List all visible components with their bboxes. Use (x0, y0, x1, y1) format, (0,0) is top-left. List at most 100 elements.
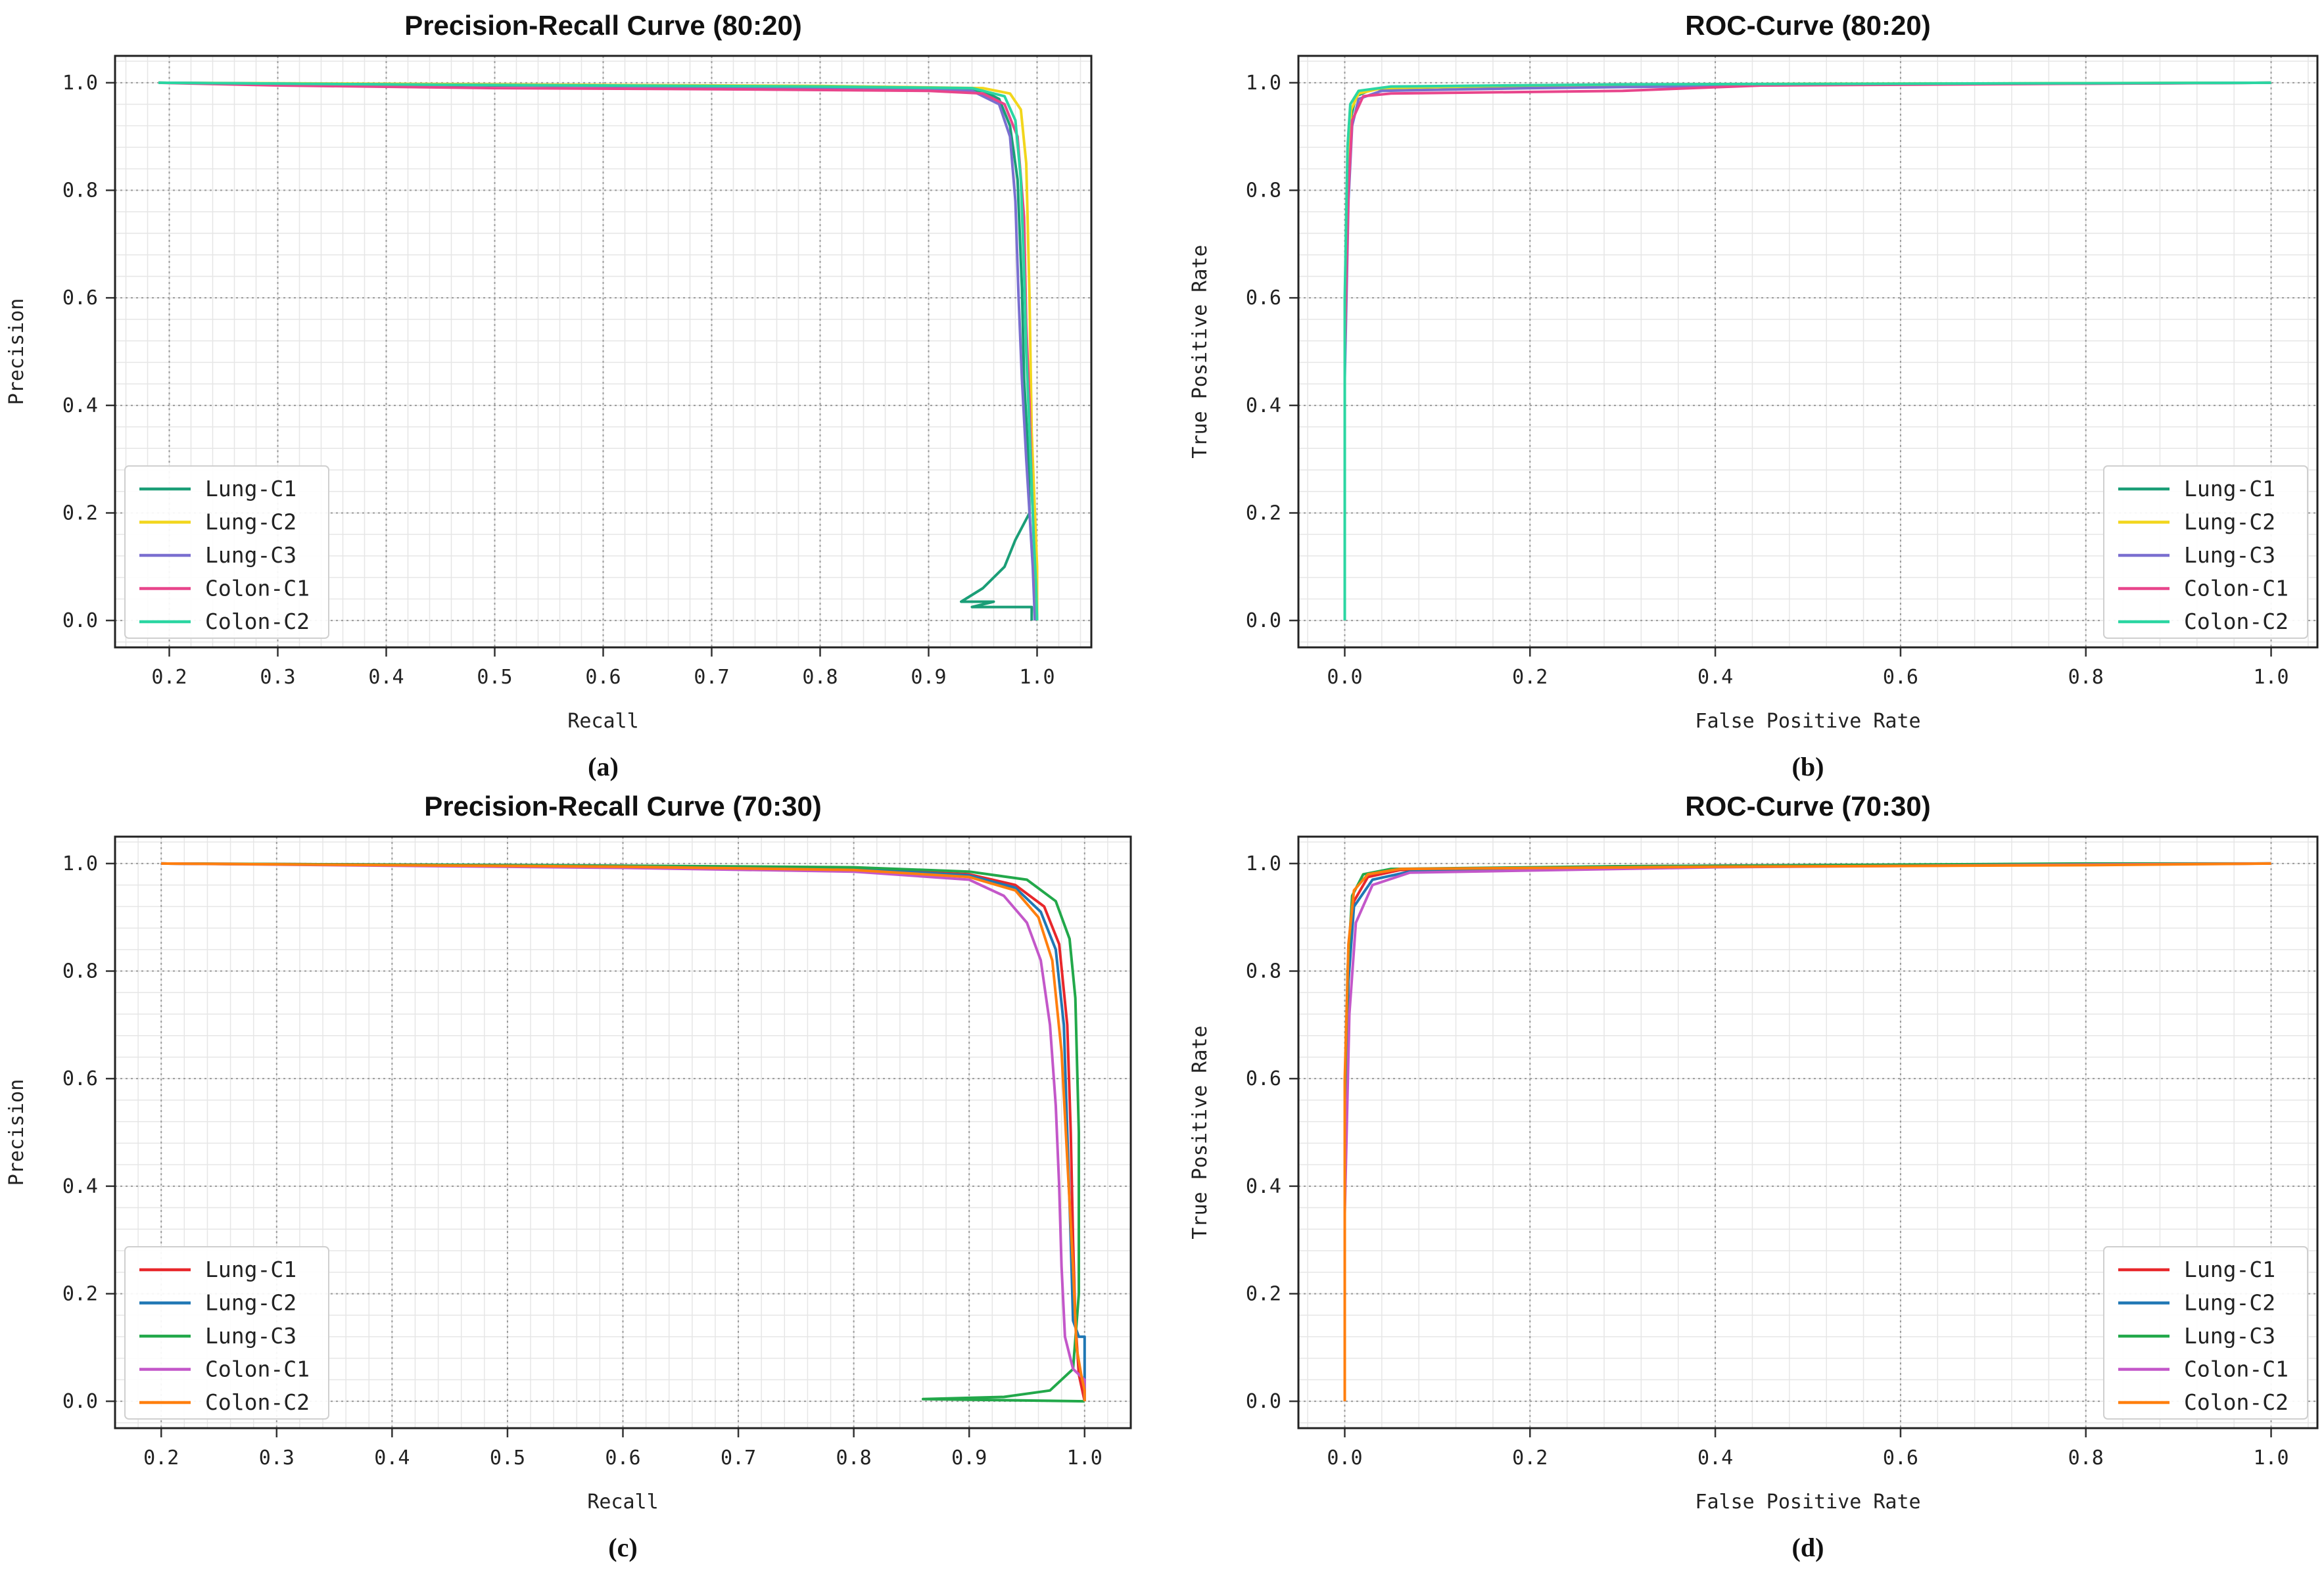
series-line-colon-c2 (158, 81, 1039, 621)
legend-label: Lung-C2 (205, 1290, 296, 1316)
panel-caption: (b) (1792, 752, 1824, 781)
x-tick-label: 0.9 (911, 666, 946, 689)
panel-caption: (a) (588, 752, 619, 781)
chart-title: ROC-Curve (80:20) (1685, 10, 1930, 41)
x-axis-label: False Positive Rate (1695, 710, 1920, 733)
y-tick-label: 1.0 (1246, 72, 1281, 95)
series-line-colon-c2 (1343, 862, 2271, 1402)
y-tick-label: 0.6 (62, 1067, 98, 1090)
legend-label: Lung-C3 (205, 542, 296, 568)
legend-label: Lung-C1 (2184, 476, 2275, 501)
chart-title: ROC-Curve (70:30) (1685, 791, 1930, 822)
plot-frame (114, 835, 1132, 1429)
series-line-colon-c2 (1343, 81, 2271, 621)
legend-label: Lung-C1 (205, 1257, 296, 1282)
legend-label: Lung-C3 (205, 1323, 296, 1349)
y-axis-label: True Positive Rate (1189, 1025, 1212, 1239)
legend-box (2103, 465, 2308, 639)
y-tick-label: 0.6 (62, 287, 98, 310)
y-tick-label: 1.0 (1246, 852, 1281, 875)
x-tick-label: 0.4 (368, 666, 404, 689)
x-tick-label: 0.4 (374, 1447, 410, 1470)
legend-label: Lung-C3 (2184, 1323, 2275, 1349)
y-tick-label: 0.2 (62, 1282, 98, 1305)
y-axis-label: Precision (5, 298, 28, 406)
y-tick-label: 0.4 (1246, 1175, 1281, 1198)
x-tick-label: 0.8 (802, 666, 838, 689)
y-tick-label: 0.2 (1246, 501, 1281, 524)
y-axis-label: True Positive Rate (1189, 244, 1212, 458)
x-tick-label: 0.2 (1512, 666, 1548, 689)
x-tick-label: 0.4 (1697, 1447, 1733, 1470)
legend-label: Lung-C2 (205, 509, 296, 535)
plot-frame (1297, 835, 2319, 1429)
y-tick-label: 0.4 (62, 1175, 98, 1198)
legend-label: Colon-C1 (2184, 576, 2288, 601)
y-tick-label: 0.8 (62, 960, 98, 983)
legend-label: Colon-C2 (205, 609, 310, 634)
y-tick-label: 0.0 (62, 1390, 98, 1413)
x-tick-label: 0.8 (836, 1447, 872, 1470)
x-tick-label: 0.6 (1883, 666, 1918, 689)
y-tick-label: 1.0 (62, 72, 98, 95)
legend-label: Lung-C3 (2184, 542, 2275, 568)
legend-label: Lung-C2 (2184, 1290, 2275, 1316)
x-tick-label: 1.0 (2253, 1447, 2288, 1470)
x-axis-label: False Positive Rate (1695, 1491, 1920, 1514)
plot-frame (1297, 55, 2319, 649)
x-tick-label: 0.7 (721, 1447, 756, 1470)
x-tick-label: 0.2 (151, 666, 187, 689)
series-line-colon-c2 (161, 862, 1086, 1402)
x-tick-label: 0.6 (605, 1447, 640, 1470)
panel-a: 0.2 0.3 0.4 0.5 0.6 0.7 0.8 0.9 1.0 0.0 0.2 0.4 0.6 0… (5, 10, 1093, 781)
legend-label: Colon-C2 (2184, 609, 2288, 634)
x-tick-label: 0.0 (1327, 1447, 1362, 1470)
panel-caption: (c) (608, 1533, 637, 1562)
y-tick-label: 0.8 (1246, 960, 1281, 983)
x-tick-label: 0.8 (2068, 1447, 2104, 1470)
y-tick-label: 0.6 (1246, 1067, 1281, 1090)
panel-d: 0.0 0.2 0.4 0.6 0.8 1.0 0.0 0.2 0.4 0.6 0.8 1.0 ROC-… (1189, 791, 2319, 1562)
y-tick-label: 0.4 (1246, 394, 1281, 417)
y-tick-label: 0.0 (62, 609, 98, 632)
legend: Lung-C1 Lung-C2 Lung-C3 Colon-C1 Colon-C2 (124, 465, 329, 639)
y-tick-label: 0.6 (1246, 287, 1281, 310)
legend: Lung-C1 Lung-C2 Lung-C3 Colon-C1 Colon-C2 (2103, 1246, 2308, 1420)
x-tick-label: 1.0 (1019, 666, 1055, 689)
x-tick-label: 1.0 (2253, 666, 2288, 689)
y-tick-label: 0.2 (62, 501, 98, 524)
y-tick-label: 0.0 (1246, 609, 1281, 632)
x-tick-label: 0.3 (260, 666, 295, 689)
x-tick-label: 0.6 (585, 666, 621, 689)
x-tick-label: 0.7 (694, 666, 729, 689)
x-tick-label: 1.0 (1067, 1447, 1103, 1470)
x-tick-label: 0.8 (2068, 666, 2104, 689)
legend-label: Lung-C1 (2184, 1257, 2275, 1282)
x-tick-label: 0.3 (259, 1447, 295, 1470)
y-tick-label: 0.2 (1246, 1282, 1281, 1305)
x-tick-label: 0.5 (477, 666, 512, 689)
panel-b: 0.0 0.2 0.4 0.6 0.8 1.0 0.0 0.2 0.4 0.6 0.8 1.0 ROC-… (1189, 10, 2319, 781)
legend-label: Lung-C1 (205, 476, 296, 501)
legend-label: Colon-C2 (2184, 1389, 2288, 1415)
panel-caption: (d) (1792, 1533, 1824, 1562)
x-axis-label: Recall (567, 710, 638, 733)
panel-c: 0.2 0.3 0.4 0.5 0.6 0.7 0.8 0.9 1.0 0.0 0.2 0.4 0.6 0… (5, 791, 1132, 1562)
series-line-lung-c3 (161, 862, 1085, 1403)
y-tick-label: 0.8 (1246, 179, 1281, 202)
x-tick-label: 0.9 (951, 1447, 987, 1470)
legend-label: Lung-C2 (2184, 509, 2275, 535)
legend-label: Colon-C2 (205, 1389, 310, 1415)
legend-label: Colon-C1 (205, 576, 310, 601)
x-axis-label: Recall (587, 1491, 658, 1514)
y-tick-label: 0.4 (62, 394, 98, 417)
x-tick-label: 0.4 (1697, 666, 1733, 689)
legend: Lung-C1 Lung-C2 Lung-C3 Colon-C1 Colon-C2 (124, 1246, 329, 1420)
x-tick-label: 0.6 (1883, 1447, 1918, 1470)
plot-frame (114, 55, 1093, 649)
y-tick-label: 1.0 (62, 852, 98, 875)
legend-label: Colon-C1 (205, 1357, 310, 1382)
y-tick-label: 0.0 (1246, 1390, 1281, 1413)
legend: Lung-C1 Lung-C2 Lung-C3 Colon-C1 Colon-C2 (2103, 465, 2308, 639)
